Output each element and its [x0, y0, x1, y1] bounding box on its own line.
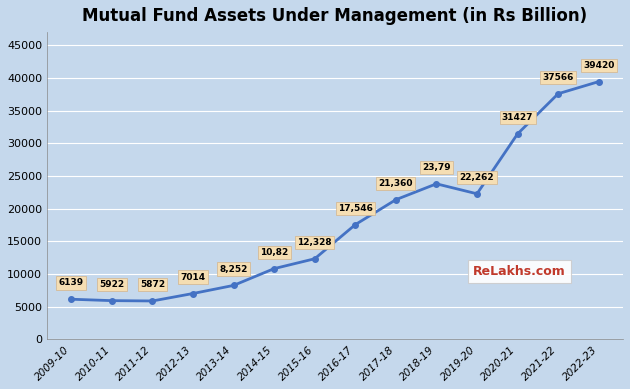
Text: 8,252: 8,252: [219, 265, 248, 273]
Text: 39420: 39420: [583, 61, 614, 70]
Text: 37566: 37566: [542, 73, 574, 82]
Text: 5872: 5872: [140, 280, 165, 289]
Text: 5922: 5922: [100, 280, 124, 289]
Text: 10,82: 10,82: [260, 248, 289, 257]
Text: 22,262: 22,262: [460, 173, 495, 182]
Text: 6139: 6139: [59, 279, 84, 287]
Text: 21,360: 21,360: [379, 179, 413, 188]
Text: ReLakhs.com: ReLakhs.com: [473, 265, 566, 278]
Text: 23,79: 23,79: [422, 163, 450, 172]
Text: 17,546: 17,546: [338, 204, 373, 213]
Text: 12,328: 12,328: [297, 238, 332, 247]
Title: Mutual Fund Assets Under Management (in Rs Billion): Mutual Fund Assets Under Management (in …: [83, 7, 588, 25]
Text: 7014: 7014: [180, 273, 205, 282]
Text: 31427: 31427: [502, 113, 534, 122]
